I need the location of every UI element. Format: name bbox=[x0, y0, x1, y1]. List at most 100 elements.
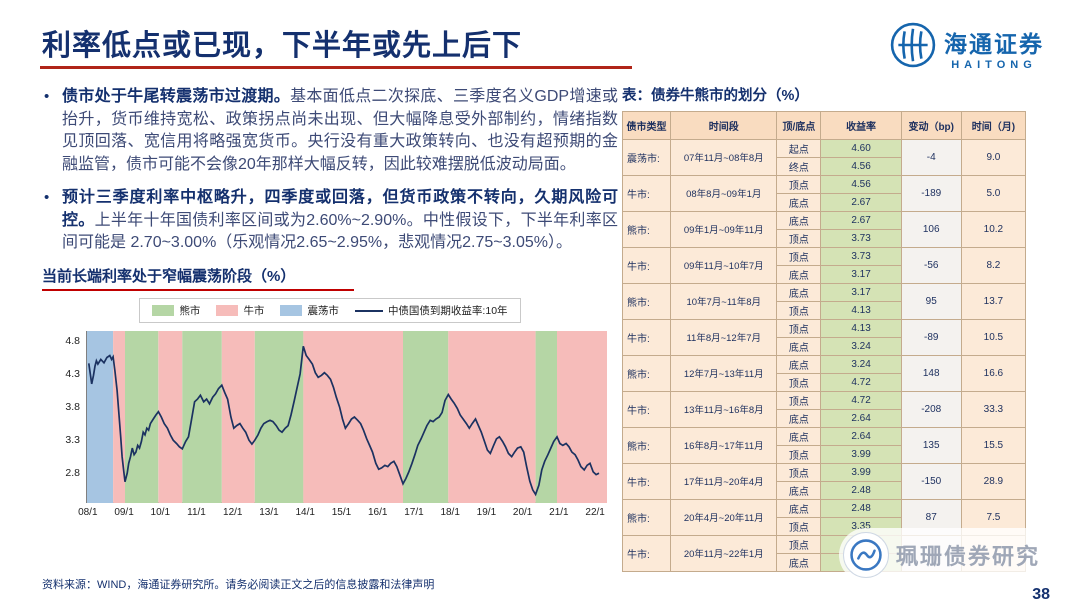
cell-point-label: 顶点 bbox=[776, 318, 822, 338]
cell-period: 13年11月~16年8月 bbox=[670, 390, 778, 428]
cell-change-bp: 135 bbox=[900, 426, 962, 464]
watermark-text: 珮珊债券研究 bbox=[895, 544, 1040, 569]
cell-point-label: 底点 bbox=[776, 426, 822, 446]
cell-point-label: 底点 bbox=[776, 354, 822, 374]
cell-yield: 2.64 bbox=[820, 408, 902, 428]
cell-period: 08年8月~09年1月 bbox=[670, 174, 778, 212]
cell-yield: 4.60 bbox=[820, 138, 902, 158]
legend-box-swatch bbox=[152, 305, 175, 317]
cell-yield: 2.67 bbox=[820, 192, 902, 212]
table-row: 牛市: 11年8月~12年7月 顶点 4.13 -89 10.5 bbox=[621, 318, 1027, 356]
table-row: 牛市: 09年11月~10年7月 顶点 3.73 -56 8.2 bbox=[621, 246, 1027, 284]
cell-market-type: 震荡市: bbox=[621, 138, 672, 176]
legend-item: 熊市 bbox=[152, 303, 200, 318]
cell-change-bp: -89 bbox=[900, 318, 962, 356]
chart-heading-underline bbox=[42, 289, 354, 292]
table-subrow: 顶点 4.13 bbox=[623, 300, 1026, 320]
table-row: 牛市: 17年11月~20年4月 顶点 3.99 -150 28.9 bbox=[621, 462, 1027, 500]
cell-yield: 2.48 bbox=[820, 480, 902, 500]
watermark-badge-icon bbox=[842, 532, 889, 578]
cell-yield: 3.73 bbox=[820, 228, 902, 248]
cell-point-label: 底点 bbox=[776, 480, 822, 500]
logo-text-cn: 海通证券 bbox=[944, 31, 1044, 57]
cell-period: 12年7月~13年11月 bbox=[670, 354, 778, 392]
bullet-point: 债市处于牛尾转震荡市过渡期。基本面低点二次探底、三季度名义GDP增速或抬升，货币… bbox=[42, 86, 618, 177]
table-subrow: 底点 2.64 bbox=[623, 408, 1026, 428]
y-tick-label: 3.8 bbox=[65, 401, 80, 414]
left-column: 债市处于牛尾转震荡市过渡期。基本面低点二次探底、三季度名义GDP增速或抬升，货币… bbox=[42, 86, 618, 529]
x-tick-label: 14/1 bbox=[295, 507, 315, 519]
x-tick-label: 12/1 bbox=[223, 507, 243, 519]
haitong-logo: 海通证券 HAITONG bbox=[890, 22, 1044, 73]
cell-yield: 3.73 bbox=[820, 246, 902, 266]
right-column: 表：债券牛熊市的划分（%） 债市类型 时间段 顶/底点 收益率 变动（bp) 时间（月) 震… bbox=[621, 84, 1048, 572]
y-tick-label: 3.3 bbox=[65, 434, 80, 447]
table-title: 表：债券牛熊市的划分（%） bbox=[622, 88, 809, 104]
table-subrow: 顶点 3.99 bbox=[623, 444, 1026, 464]
cell-yield: 3.99 bbox=[820, 444, 902, 464]
x-tick-label: 15/1 bbox=[331, 507, 352, 519]
source-note: 资料来源：WIND，海通证券研究所。请务必阅读正文之后的信息披露和法律声明 bbox=[42, 579, 435, 591]
cell-point-label: 顶点 bbox=[776, 516, 822, 536]
cell-market-type: 熊市: bbox=[621, 354, 672, 392]
cell-yield: 3.17 bbox=[820, 282, 902, 302]
bullet-lead: 债市处于牛尾转震荡市过渡期。 bbox=[62, 88, 291, 105]
cell-period: 09年11月~10年7月 bbox=[670, 246, 778, 284]
bullet-lead: 预计三季度利率中枢略升，四季度或回落，但货币政策不转向，久期风险可控。 bbox=[62, 188, 618, 229]
table-row: 熊市: 12年7月~13年11月 底点 3.24 148 16.6 bbox=[621, 354, 1027, 392]
cell-market-type: 牛市: bbox=[621, 390, 672, 428]
table-subrow: 终点 4.56 bbox=[623, 156, 1026, 176]
phase-band bbox=[125, 331, 159, 504]
phase-band bbox=[535, 331, 557, 504]
cell-period: 20年4月~20年11月 bbox=[670, 498, 778, 536]
cell-duration-months: 10.2 bbox=[960, 210, 1027, 248]
table-row: 熊市: 10年7月~11年8月 底点 3.17 95 13.7 bbox=[621, 282, 1027, 320]
table-subrow: 底点 2.48 bbox=[623, 480, 1026, 500]
cell-duration-months: 15.5 bbox=[960, 426, 1027, 464]
legend-box-swatch bbox=[216, 305, 239, 317]
legend-label: 牛市 bbox=[243, 305, 265, 318]
cell-duration-months: 28.9 bbox=[960, 462, 1027, 500]
cell-point-label: 顶点 bbox=[776, 462, 822, 482]
cell-duration-months: 8.2 bbox=[960, 246, 1027, 284]
table-row: 熊市: 09年1月~09年11月 底点 2.67 106 10.2 bbox=[621, 210, 1027, 248]
cell-duration-months: 10.5 bbox=[960, 318, 1027, 356]
table-subrow: 底点 3.24 bbox=[623, 336, 1026, 356]
table-header-cell: 时间段 bbox=[670, 110, 778, 140]
chart-legend: 熊市 牛市 震荡市 中债国债到期收益率:10年 bbox=[139, 298, 521, 324]
cell-change-bp: -56 bbox=[900, 246, 962, 284]
cell-yield: 4.13 bbox=[820, 300, 902, 320]
cell-yield: 4.72 bbox=[820, 372, 902, 392]
cell-period: 09年1月~09年11月 bbox=[670, 210, 778, 248]
x-tick-label: 16/1 bbox=[367, 507, 388, 519]
cell-period: 20年11月~22年1月 bbox=[670, 534, 778, 572]
table-header-cell: 债市类型 bbox=[621, 110, 672, 140]
line-chart: 2.8 3.3 3.8 4.3 4.8 08/1 09/1 10/1 11/1 12/1 13/1… bbox=[42, 331, 618, 529]
legend-line-swatch bbox=[354, 309, 383, 312]
yield-chart-svg bbox=[87, 331, 607, 504]
cell-market-type: 熊市: bbox=[621, 210, 672, 248]
cell-yield: 3.17 bbox=[820, 264, 902, 284]
cell-change-bp: -208 bbox=[900, 390, 962, 428]
cell-yield: 2.48 bbox=[820, 498, 902, 518]
cell-yield: 4.13 bbox=[820, 318, 902, 338]
legend-item: 震荡市 bbox=[280, 303, 339, 318]
cell-point-label: 底点 bbox=[776, 264, 822, 284]
cell-market-type: 熊市: bbox=[621, 426, 672, 464]
phase-band bbox=[448, 331, 536, 504]
cell-point-label: 底点 bbox=[776, 336, 822, 356]
cell-period: 16年8月~17年11月 bbox=[670, 426, 778, 464]
table-header-cell: 顶/底点 bbox=[776, 110, 822, 140]
cell-change-bp: 95 bbox=[900, 282, 962, 320]
x-tick-label: 11/1 bbox=[187, 507, 206, 519]
page-title: 利率低点或已现，下半年或先上后下 bbox=[42, 30, 523, 62]
watermark: 珮珊债券研究 bbox=[838, 528, 1052, 582]
table-row: 牛市: 08年8月~09年1月 顶点 4.56 -189 5.0 bbox=[621, 174, 1027, 212]
cell-point-label: 顶点 bbox=[776, 390, 822, 410]
legend-label: 熊市 bbox=[179, 305, 201, 318]
cell-duration-months: 33.3 bbox=[960, 390, 1027, 428]
cell-yield: 4.56 bbox=[820, 156, 902, 176]
y-tick-label: 4.8 bbox=[65, 334, 80, 347]
table-header-cell: 收益率 bbox=[820, 110, 902, 140]
cell-period: 10年7月~11年8月 bbox=[670, 282, 778, 320]
